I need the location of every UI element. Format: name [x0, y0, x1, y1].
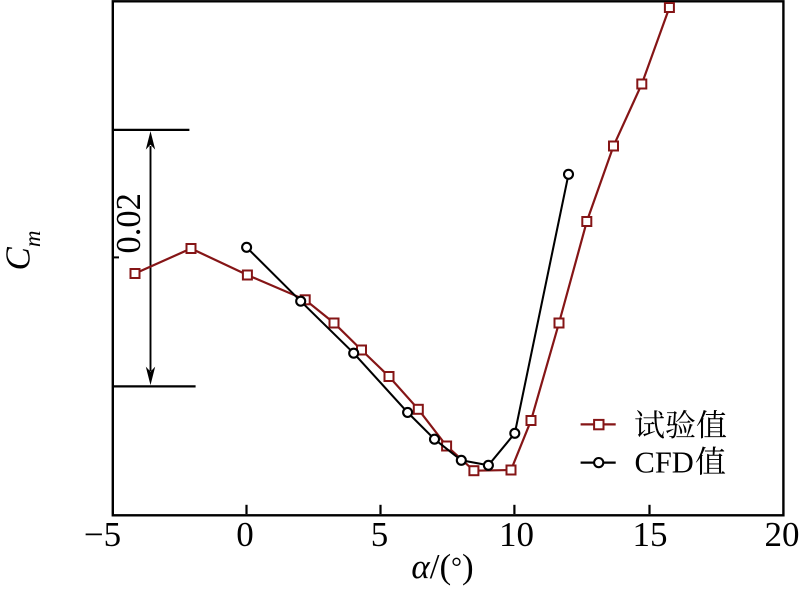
svg-text:−5: −5 [84, 515, 121, 554]
svg-text:0: 0 [236, 515, 254, 554]
svg-text:15: 15 [633, 515, 668, 554]
svg-text:20: 20 [765, 515, 800, 554]
svg-text:α/(°): α/(°) [411, 547, 473, 586]
svg-text:CFD: CFD [635, 446, 694, 480]
svg-text:10: 10 [499, 515, 534, 554]
svg-text:0.02: 0.02 [110, 193, 148, 253]
svg-text:5: 5 [371, 515, 389, 554]
